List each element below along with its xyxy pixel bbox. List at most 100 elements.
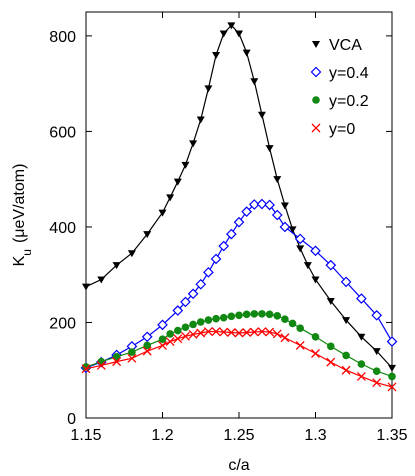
data-point [112, 353, 121, 361]
data-point [258, 310, 266, 318]
y-axis-label-unit: (μeV/atom) [11, 164, 28, 243]
data-point [265, 145, 274, 153]
data-point [242, 328, 252, 337]
data-point [250, 78, 259, 86]
data-point [127, 353, 137, 363]
axis-ticks: 1.15 1.2 1.25 1.3 1.35 0 200 400 600 800 [49, 12, 408, 444]
data-point [157, 319, 168, 331]
series-y-0 [81, 327, 397, 392]
data-point [265, 310, 274, 319]
data-point [112, 357, 122, 367]
data-point [210, 253, 222, 265]
data-point [188, 329, 198, 339]
legend-label: VCA [329, 37, 362, 54]
data-point [326, 357, 336, 367]
data-point [387, 382, 397, 392]
data-point [203, 266, 214, 278]
data-point [196, 318, 205, 326]
data-point [296, 245, 305, 253]
data-point [142, 346, 152, 356]
series-line [85, 203, 393, 369]
data-point [372, 378, 382, 388]
data-point [242, 310, 251, 319]
legend-marker [312, 41, 320, 48]
data-point [172, 305, 184, 316]
x-tick-label: 1.35 [376, 427, 407, 444]
y-tick-label: 0 [67, 411, 76, 428]
data-point [181, 323, 190, 332]
data-point [212, 51, 221, 59]
data-point [326, 297, 335, 305]
data-point [242, 49, 251, 57]
data-point [127, 250, 136, 258]
data-point [257, 111, 266, 119]
data-point [241, 206, 252, 218]
data-point [233, 216, 245, 228]
data-point [340, 276, 352, 288]
legend: VCA y=0.4 y=0.2 y=0 [310, 37, 369, 138]
data-point [311, 349, 320, 358]
data-point [204, 85, 213, 93]
y-axis-label-main: K [11, 255, 28, 266]
data-point [158, 209, 167, 217]
y-axis-label-subscript: u [20, 249, 34, 256]
data-point [219, 30, 228, 38]
data-point [211, 327, 221, 337]
legend-marker [311, 123, 321, 133]
data-point [272, 329, 282, 339]
data-point [388, 372, 396, 381]
data-point [203, 327, 213, 337]
series-line [85, 330, 393, 388]
y-tick-label: 400 [49, 220, 76, 237]
data-point [204, 316, 213, 324]
data-point [257, 327, 267, 337]
data-point [357, 360, 366, 368]
data-point [189, 140, 198, 148]
data-point [166, 330, 174, 338]
data-point [372, 348, 381, 356]
data-point [273, 176, 282, 184]
data-point [264, 199, 275, 211]
data-point [141, 331, 153, 343]
data-point [310, 245, 321, 257]
data-point [311, 333, 320, 341]
data-point [372, 367, 381, 375]
data-point [327, 342, 335, 351]
y-axis-label: Ku (μeV/atom) [11, 164, 34, 267]
data-point [265, 327, 275, 337]
data-point [341, 365, 351, 375]
x-tick-label: 1.3 [304, 427, 326, 444]
data-point [189, 320, 197, 329]
data-point [325, 259, 337, 271]
data-point [357, 333, 366, 341]
data-point [248, 199, 260, 210]
data-point [234, 328, 244, 338]
legend-label: y=0 [329, 121, 355, 138]
data-point [296, 324, 305, 333]
data-point [235, 30, 243, 38]
data-point [386, 336, 398, 347]
data-point [128, 348, 136, 356]
data-point [212, 314, 220, 323]
x-tick-label: 1.15 [70, 427, 101, 444]
data-point [173, 178, 182, 186]
data-point [166, 194, 175, 202]
data-point [303, 262, 312, 270]
data-point [227, 312, 236, 321]
data-point [227, 22, 236, 30]
data-point [187, 288, 199, 300]
data-point [174, 326, 182, 335]
data-point [219, 327, 229, 337]
legend-label: y=0.4 [329, 65, 369, 82]
legend-marker [310, 66, 322, 78]
x-tick-label: 1.25 [223, 427, 254, 444]
data-point [226, 328, 236, 337]
data-point [196, 116, 205, 124]
data-point [158, 340, 167, 350]
data-point [356, 371, 366, 381]
data-point [96, 360, 106, 370]
data-point [388, 364, 396, 372]
data-point [250, 310, 259, 318]
data-point [97, 276, 106, 284]
